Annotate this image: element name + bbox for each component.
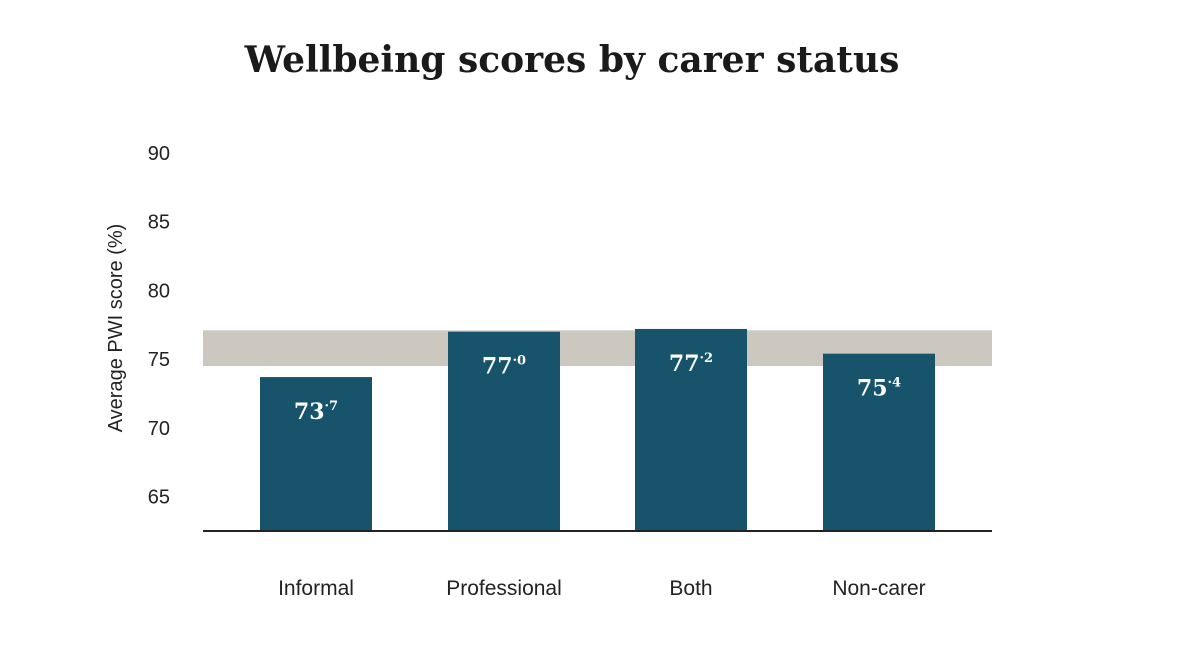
- y-tick-label: 70: [148, 418, 170, 440]
- data-label-decimal: ·4: [888, 376, 902, 391]
- y-tick-label: 90: [148, 143, 170, 165]
- data-label: 77·2: [669, 351, 713, 377]
- bar: [635, 328, 747, 531]
- x-category-label: Non-carer: [832, 577, 925, 600]
- data-label-integer: 73: [294, 399, 325, 425]
- y-tick-label: 65: [148, 487, 170, 509]
- chart-title: Wellbeing scores by carer status: [244, 39, 900, 81]
- data-label-decimal: ·0: [513, 354, 527, 369]
- y-axis-ticks: 65 70 75 80 85 90: [148, 143, 170, 509]
- bar: [260, 377, 372, 531]
- bar: [448, 331, 560, 531]
- x-axis-categories: Informal Professional Both Non-carer: [278, 577, 926, 600]
- bar: [823, 353, 935, 531]
- data-label: 73·7: [294, 399, 338, 425]
- x-category-label: Informal: [278, 577, 354, 600]
- data-label-integer: 75: [857, 376, 888, 402]
- data-labels: 73·777·0 77·275·4: [294, 351, 901, 425]
- y-tick-label: 80: [148, 280, 170, 302]
- data-label: 77·0: [482, 354, 526, 380]
- y-tick-label: 85: [148, 212, 170, 234]
- data-label-integer: 77: [482, 354, 513, 380]
- bars: [260, 328, 935, 531]
- data-label-decimal: ·7: [325, 399, 339, 414]
- data-label-decimal: ·2: [700, 351, 714, 366]
- x-category-label: Both: [669, 577, 712, 600]
- y-axis-label: Average PWI score (%): [105, 224, 127, 433]
- x-category-label: Professional: [446, 577, 562, 600]
- data-label: 75·4: [857, 376, 901, 402]
- y-tick-label: 75: [148, 349, 170, 371]
- data-label-integer: 77: [669, 351, 700, 377]
